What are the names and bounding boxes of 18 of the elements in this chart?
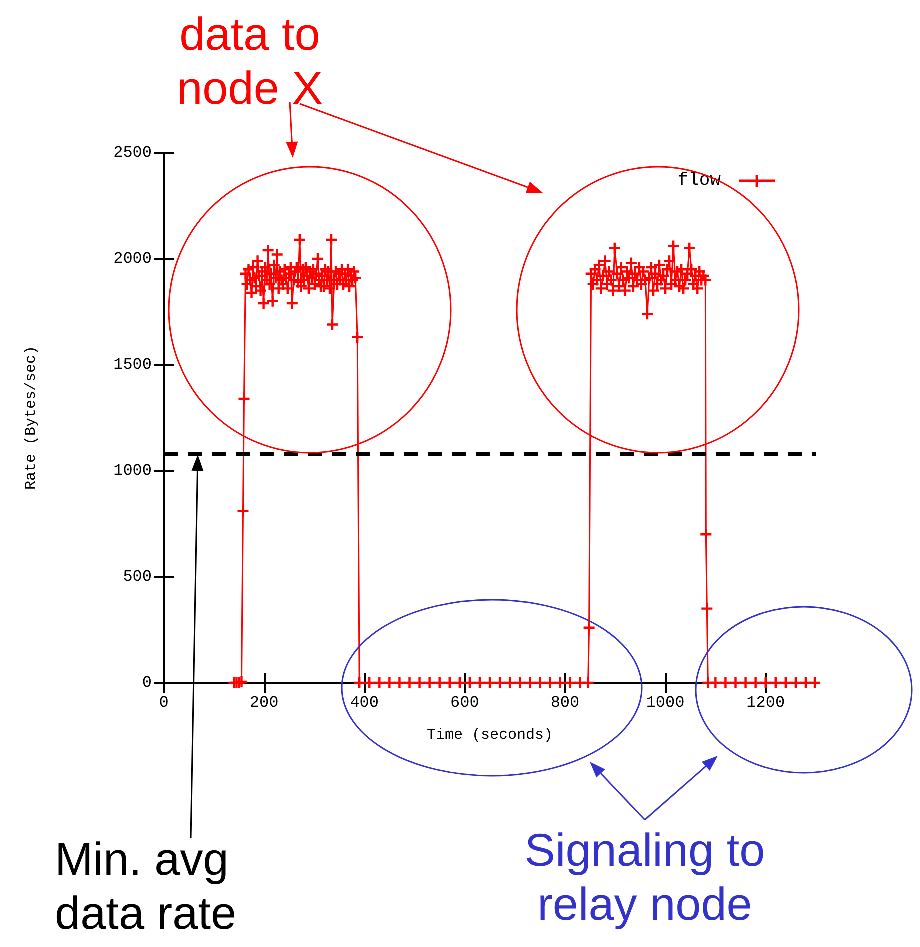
x-tick-label: 1000	[646, 694, 685, 712]
x-tick-label: 0	[159, 694, 169, 712]
x-tick-label: 200	[250, 694, 279, 712]
y-axis-title: Rate (Bytes/sec)	[23, 346, 40, 490]
y-tick-label: 1500	[114, 356, 152, 374]
text: Min. avg data rate	[55, 833, 237, 939]
x-tick-label: 600	[450, 694, 480, 712]
x-tick-label: 800	[550, 694, 580, 712]
x-axis-title: Time (seconds)	[426, 727, 554, 744]
x-tick-label: 400	[350, 694, 380, 712]
y-tick-label: 0	[142, 674, 152, 692]
y-tick-label: 2500	[114, 144, 152, 162]
y-tick-label: 1000	[114, 462, 152, 480]
y-tick-label: 2000	[114, 250, 152, 268]
text: data to node X	[177, 8, 323, 114]
x-tick-label: 1200	[746, 694, 786, 712]
text: Signaling to relay node	[524, 824, 766, 930]
y-tick-label: 500	[123, 568, 152, 586]
